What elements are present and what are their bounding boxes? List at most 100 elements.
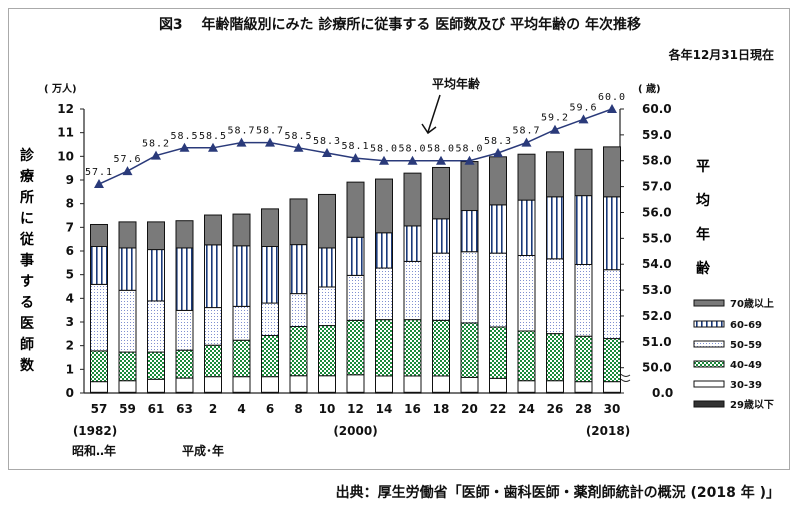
average-age-data-label: 58.3 [484, 136, 512, 147]
bar-segment-40-49 [204, 344, 222, 378]
legend-label: 50-59 [730, 340, 762, 351]
bar-segment-60-69 [118, 247, 137, 291]
y-axis-label: 診療所に従事する医師数 [20, 148, 34, 374]
y-tick-label: 0 [66, 386, 74, 400]
average-age-marker [208, 142, 218, 152]
y2-tick-label: 0.0 [652, 386, 673, 400]
bar-segment-40-49 [90, 350, 108, 383]
bar-segment-30-39 [460, 376, 479, 393]
bar-segment-30-39 [574, 381, 593, 393]
bar-segment-30-39 [90, 381, 108, 393]
average-age-marker [293, 142, 304, 152]
average-age-data-label: 58.5 [170, 131, 198, 142]
average-age-marker [94, 179, 104, 189]
y2-tick-label: 55.0 [642, 231, 672, 245]
bar-segment-30-39 [375, 375, 393, 393]
bar-segment-70歳以上 [289, 198, 308, 246]
bar-segment-30-39 [432, 375, 450, 393]
bar-segment-30-39 [204, 376, 222, 393]
bar-segment-30-39 [289, 375, 308, 393]
bar-segment-30-39 [232, 376, 251, 393]
average-age-marker [179, 142, 190, 152]
bar-segment-50-59 [261, 302, 279, 336]
x-tick-label: 28 [575, 402, 592, 416]
x-tick-label: 57 [91, 402, 108, 416]
bar-segment-50-59 [204, 307, 222, 346]
average-age-marker [607, 104, 617, 113]
average-age-data-label: 58.1 [341, 141, 369, 152]
bar-segment-70歳以上 [460, 161, 479, 212]
average-age-data-label: 58.0 [455, 144, 483, 155]
bar-segment-70歳以上 [574, 148, 593, 197]
y-tick-label: 5 [66, 268, 74, 282]
y2-unit-label: ( 歳) [638, 82, 661, 95]
bar-segment-70歳以上 [546, 151, 564, 198]
average-age-data-label: 58.0 [370, 144, 398, 155]
x-tick-label: 6 [266, 402, 274, 416]
average-age-marker [322, 147, 332, 157]
bar-segment-40-49 [460, 322, 479, 378]
y2-tick-label: 52.0 [642, 309, 672, 323]
x-tick-label: 18 [433, 402, 450, 416]
x-tick-label: 63 [176, 402, 193, 416]
average-age-data-label: 58.0 [398, 144, 426, 155]
bar-segment-60-69 [546, 196, 564, 260]
x-tick-label: 30 [604, 402, 621, 416]
bar-segment-60-69 [489, 204, 507, 254]
average-age-data-label: 58.5 [284, 131, 312, 142]
bar-segment-60-69 [261, 246, 279, 304]
bar-segment-30-39 [318, 375, 336, 393]
bar-segment-30-39 [546, 380, 564, 393]
legend-label: 30-39 [730, 380, 762, 391]
bar-segment-40-49 [232, 339, 251, 378]
average-age-data-label: 58.5 [199, 131, 227, 142]
y-tick-label: 12 [57, 102, 74, 116]
average-age-marker [236, 137, 247, 147]
y-tick-label: 3 [66, 315, 74, 329]
y2-tick-label: 51.0 [642, 335, 672, 349]
bar-segment-40-49 [603, 338, 621, 383]
average-age-data-label: 57.1 [85, 167, 113, 178]
bar-segment-60-69 [432, 218, 450, 254]
x-tick-label: 20 [461, 402, 478, 416]
legend-swatch-30-39 [693, 380, 725, 388]
x-tick-label: 2 [209, 402, 217, 416]
bar-segment-50-59 [147, 300, 165, 353]
y-tick-label: 2 [66, 339, 74, 353]
average-age-marker [464, 155, 475, 165]
bar-segment-60-69 [90, 246, 108, 285]
x-tick-label: 22 [490, 402, 507, 416]
x-tick-label: 16 [404, 402, 421, 416]
bar-segment-30-39 [175, 377, 194, 393]
legend-label: 29歳以下 [730, 398, 774, 411]
bar-segment-50-59 [574, 263, 593, 337]
bar-segment-70歳以上 [403, 172, 422, 227]
y-tick-label: 8 [66, 197, 74, 211]
bar-segment-70歳以上 [175, 220, 194, 249]
legend-swatch-70歳以上 [693, 299, 725, 307]
bar-segment-60-69 [318, 247, 336, 288]
bar-segment-50-59 [403, 260, 422, 321]
average-age-marker [550, 124, 560, 134]
average-age-marker [436, 155, 446, 165]
x-sub-label: (1982) [73, 424, 117, 438]
bar-segment-40-49 [403, 319, 422, 377]
bar-segment-40-49 [175, 349, 194, 379]
bar-segment-50-59 [118, 289, 137, 353]
bar-segment-30-39 [489, 377, 507, 393]
annotation-arrow-icon [421, 94, 441, 135]
bar-segment-40-49 [147, 351, 165, 380]
average-age-data-label: 58.2 [142, 139, 170, 150]
y2-tick-label: 54.0 [642, 257, 672, 271]
y2-tick-label: 58.0 [642, 154, 672, 168]
average-age-data-label: 58.7 [227, 126, 255, 137]
x-sub-label: (2018) [586, 424, 630, 438]
y-tick-label: 6 [66, 244, 74, 258]
bar-segment-70歳以上 [204, 214, 222, 246]
y-tick-label: 4 [66, 291, 74, 305]
y-unit-label: ( 万人) [44, 82, 77, 95]
y-tick-label: 11 [57, 126, 74, 140]
line-annotation-label: 平均年齢 [432, 76, 481, 91]
y-tick-label: 9 [66, 173, 74, 187]
